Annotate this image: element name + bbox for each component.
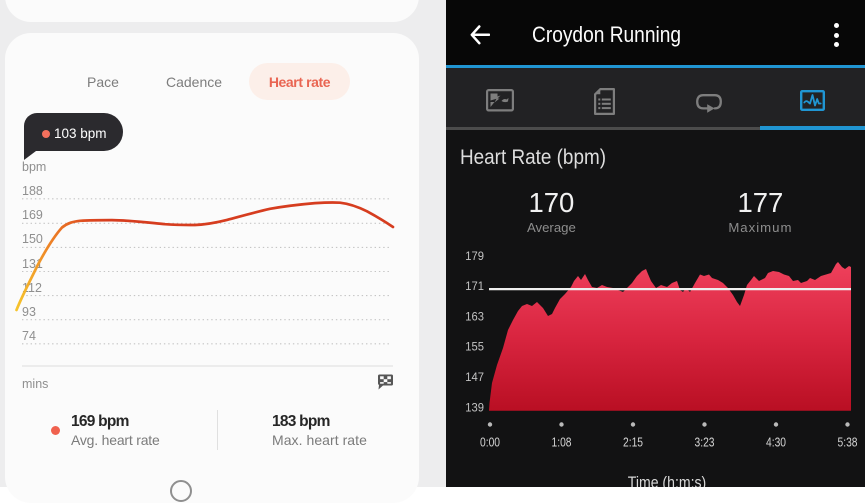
- svg-text:4:30: 4:30: [766, 434, 786, 449]
- svg-text:139: 139: [465, 400, 484, 414]
- svg-text:5:38: 5:38: [838, 434, 858, 449]
- svg-text:147: 147: [465, 370, 484, 384]
- svg-text:1:08: 1:08: [552, 434, 572, 449]
- svg-text:0:00: 0:00: [480, 434, 500, 449]
- svg-text:179: 179: [465, 249, 484, 263]
- svg-text:2:15: 2:15: [623, 434, 643, 449]
- svg-text:Time (h:m:s): Time (h:m:s): [628, 473, 707, 487]
- svg-text:163: 163: [465, 309, 484, 323]
- svg-text:155: 155: [465, 340, 484, 354]
- svg-text:3:23: 3:23: [695, 434, 715, 449]
- svg-text:171: 171: [465, 279, 484, 293]
